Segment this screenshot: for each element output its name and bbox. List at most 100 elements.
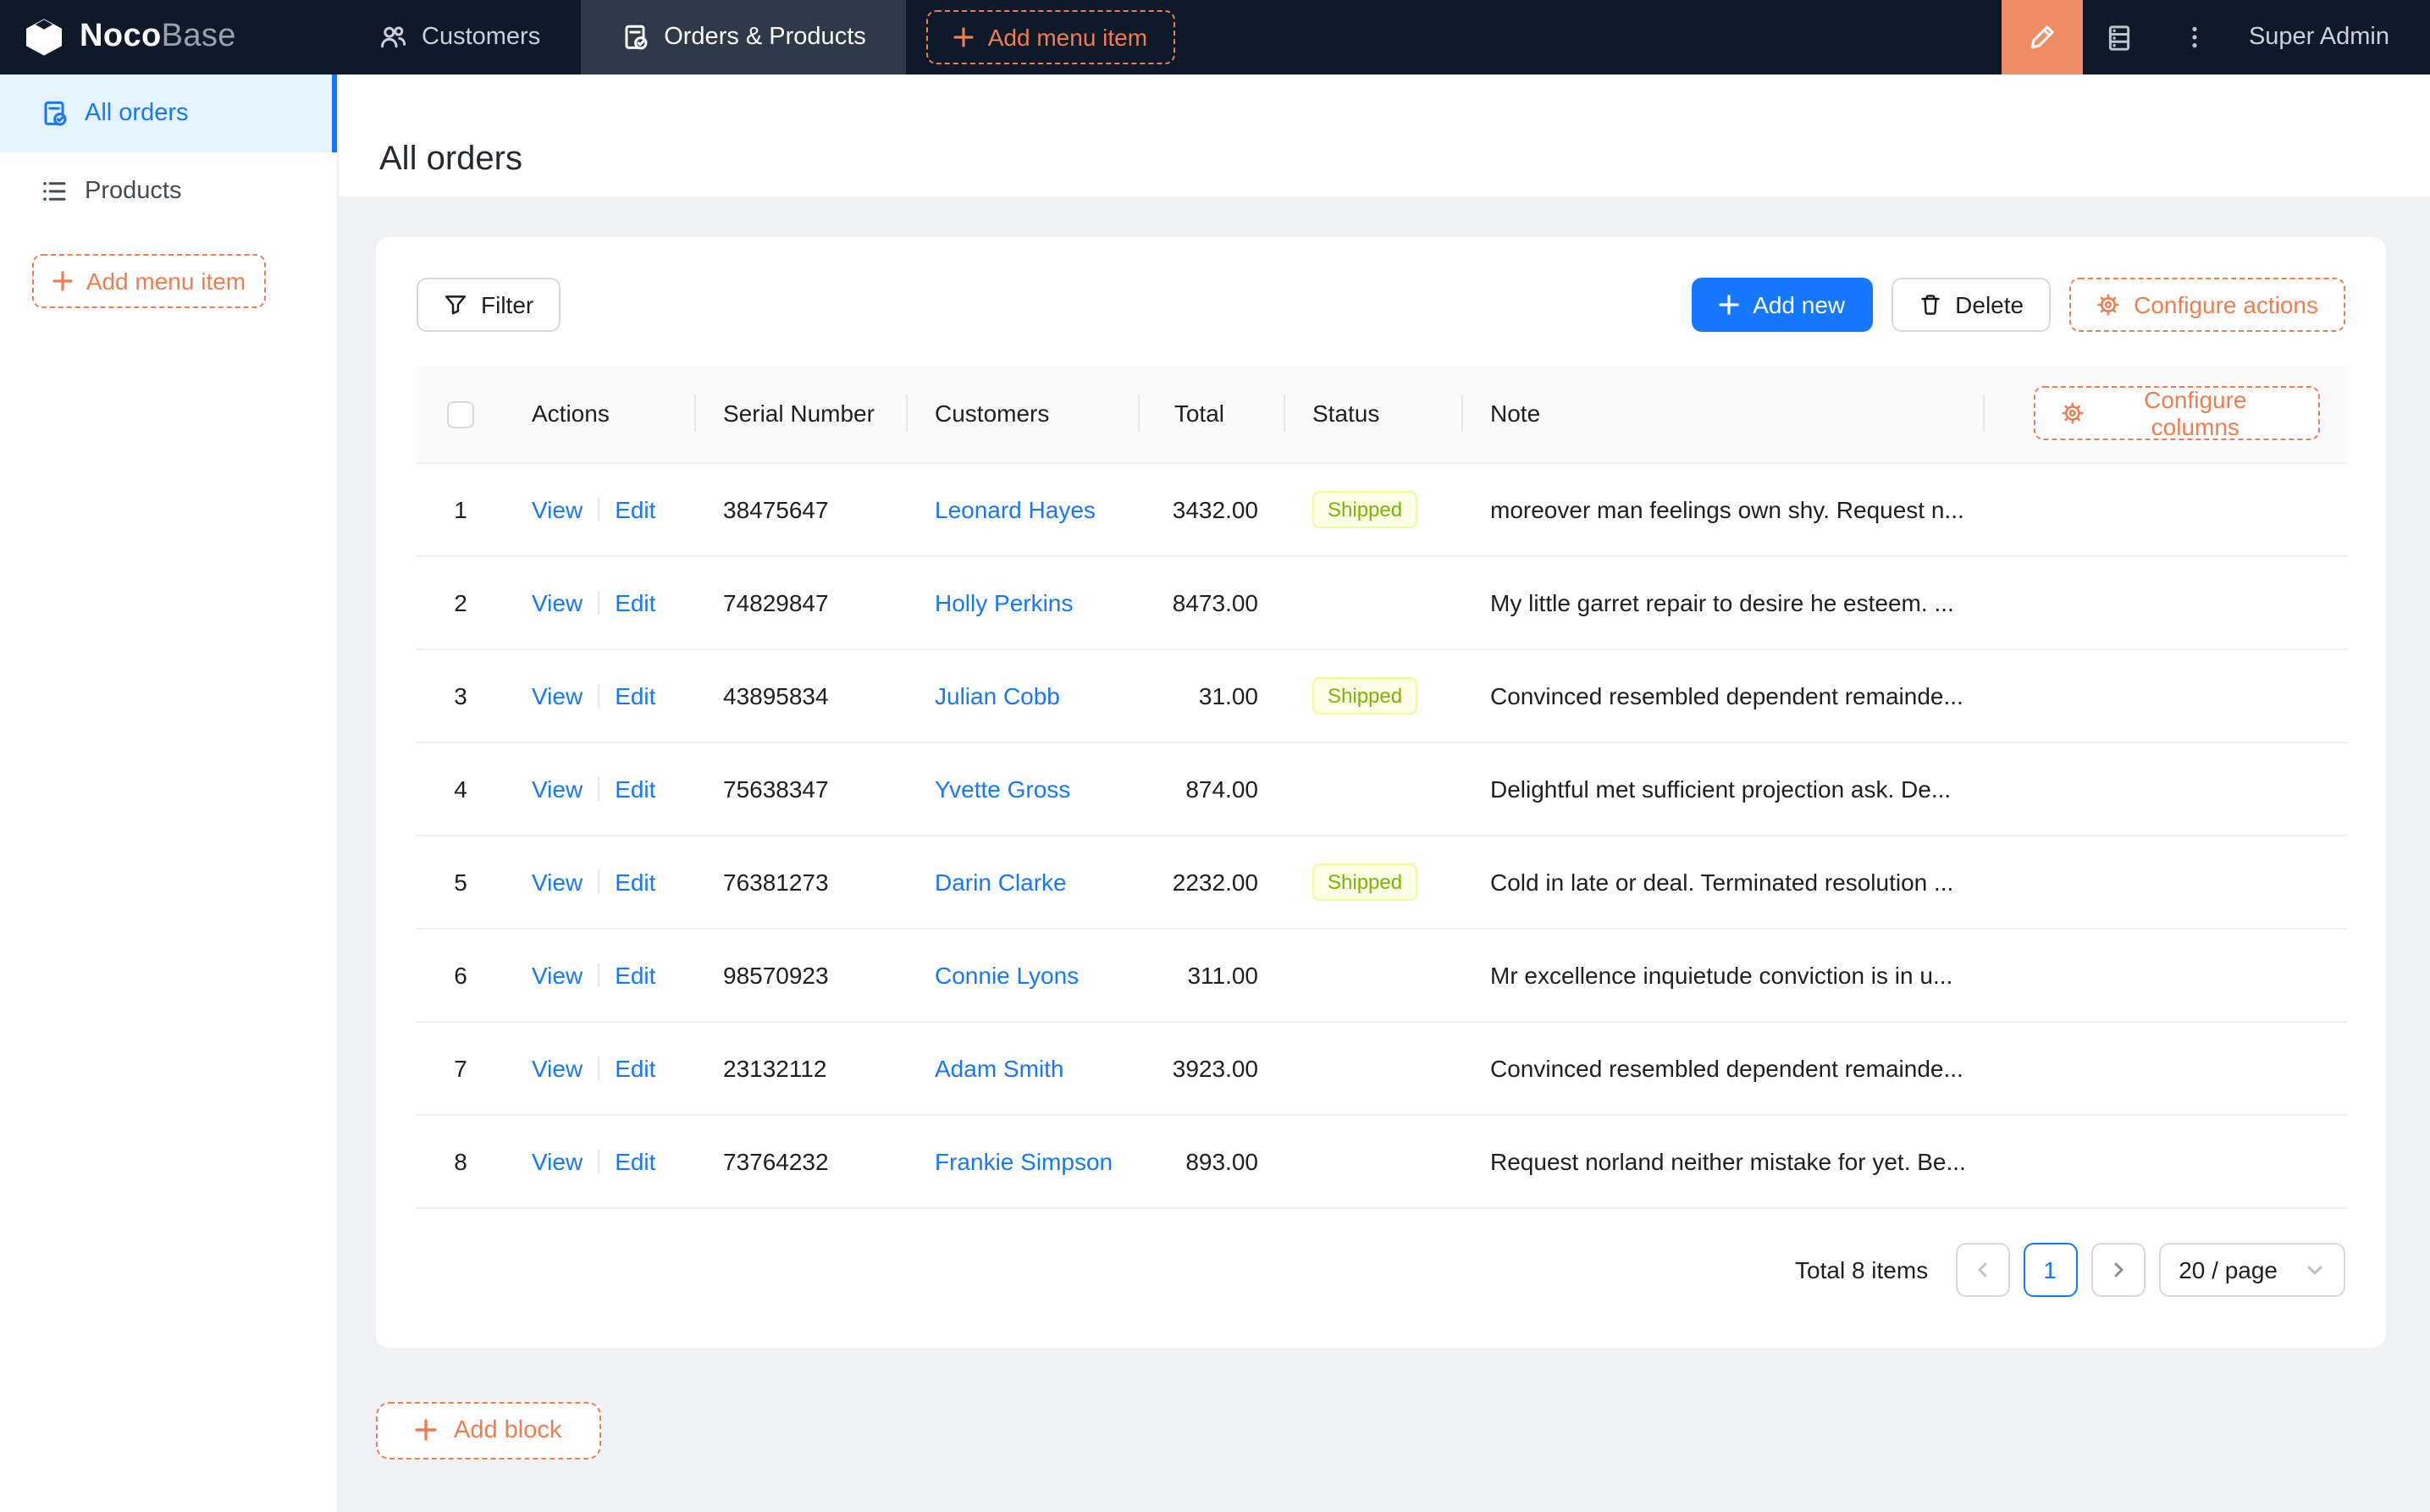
row-actions: View Edit: [505, 648, 696, 742]
customer-link[interactable]: Leonard Hayes: [935, 495, 1096, 522]
customer-cell: Leonard Hayes: [908, 462, 1140, 556]
row-actions: View Edit: [505, 1021, 696, 1115]
empty-cell: [1985, 648, 2347, 742]
configure-columns-button[interactable]: Configure columns: [2034, 386, 2320, 441]
row-actions: View Edit: [505, 462, 696, 556]
delete-button[interactable]: Delete: [1891, 278, 2052, 332]
content-area: All orders Filter Add new: [339, 74, 2430, 1512]
status-cell: Shipped: [1285, 462, 1463, 556]
pagination-next-button[interactable]: [2090, 1242, 2146, 1296]
tab-orders-products[interactable]: Orders & Products: [581, 0, 907, 74]
add-block-button[interactable]: Add block: [376, 1401, 601, 1459]
customer-link[interactable]: Julian Cobb: [935, 682, 1060, 709]
pagination-page-1[interactable]: 1: [2023, 1242, 2078, 1296]
add-menu-item-top-button[interactable]: Add menu item: [926, 10, 1175, 64]
logo-cube-icon: [24, 17, 64, 58]
row-index: 1: [417, 462, 505, 556]
delete-label: Delete: [1955, 291, 2024, 318]
edit-link[interactable]: Edit: [615, 1147, 656, 1174]
ellipsis-vertical-icon: [2181, 24, 2208, 51]
configure-columns-label: Configure columns: [2144, 386, 2247, 441]
filter-button[interactable]: Filter: [417, 278, 561, 332]
content-body: Filter Add new Delete: [339, 196, 2430, 1512]
select-all-checkbox[interactable]: [447, 400, 474, 428]
edit-link[interactable]: Edit: [615, 1054, 656, 1081]
customer-link[interactable]: Connie Lyons: [935, 961, 1080, 988]
edit-link[interactable]: Edit: [615, 961, 656, 988]
total-cell: 3432.00: [1140, 462, 1285, 556]
add-menu-item-side-label: Add menu item: [86, 268, 246, 295]
status-cell: Shipped: [1285, 835, 1463, 929]
view-link[interactable]: View: [532, 868, 583, 895]
view-link[interactable]: View: [532, 495, 583, 522]
plus-icon: [1719, 295, 1739, 315]
add-menu-item-side-button[interactable]: Add menu item: [32, 254, 266, 308]
empty-cell: [1985, 1021, 2347, 1115]
configure-actions-button[interactable]: Configure actions: [2069, 278, 2345, 332]
customer-cell: Adam Smith: [908, 1021, 1140, 1115]
total-cell: 3923.00: [1140, 1021, 1285, 1115]
empty-cell: [1985, 928, 2347, 1022]
add-new-button[interactable]: Add new: [1692, 278, 1873, 332]
pagination-prev-button[interactable]: [1955, 1242, 2010, 1296]
row-actions: View Edit: [505, 835, 696, 929]
note-cell: Cold in late or deal. Terminated resolut…: [1463, 835, 1985, 929]
sidebar-item-products[interactable]: Products: [0, 152, 337, 230]
customer-link[interactable]: Adam Smith: [935, 1054, 1064, 1081]
user-menu[interactable]: Super Admin: [2232, 0, 2430, 74]
empty-cell: [1985, 1114, 2347, 1208]
status-cell: [1285, 742, 1463, 836]
view-link[interactable]: View: [532, 961, 583, 988]
system-settings-button[interactable]: [2083, 0, 2157, 74]
tab-customers[interactable]: Customers: [339, 0, 581, 74]
edit-link[interactable]: Edit: [615, 682, 656, 709]
status-cell: [1285, 555, 1463, 649]
trash-icon: [1918, 293, 1941, 317]
customer-cell: Frankie Simpson: [908, 1114, 1140, 1208]
page-size-value: 20 / page: [2179, 1255, 2278, 1283]
add-block-label: Add block: [454, 1416, 562, 1443]
page-size-select[interactable]: 20 / page: [2158, 1242, 2345, 1296]
view-link[interactable]: View: [532, 775, 583, 802]
edit-link[interactable]: Edit: [615, 868, 656, 895]
table-row: 3 View Edit 43895834 Julian Cobb 31.00 Sh…: [417, 648, 2347, 742]
edit-link[interactable]: Edit: [615, 495, 656, 522]
view-link[interactable]: View: [532, 1054, 583, 1081]
table-toolbar: Filter Add new Delete: [417, 278, 2345, 332]
customer-link[interactable]: Darin Clarke: [935, 868, 1067, 895]
table-header: Actions Serial Number Customers Total St…: [417, 366, 2347, 463]
note-cell: Mr excellence inquietude conviction is i…: [1463, 928, 1985, 1022]
column-header-serial-number: Serial Number: [696, 366, 908, 463]
nocobase-logo[interactable]: NocoBase: [0, 0, 339, 74]
sidebar-item-label: All orders: [85, 100, 189, 127]
edit-link[interactable]: Edit: [615, 775, 656, 802]
note-cell: My little garret repair to desire he est…: [1463, 555, 1985, 649]
total-cell: 893.00: [1140, 1114, 1285, 1208]
note-cell: Request norland neither mistake for yet.…: [1463, 1114, 1985, 1208]
serial-number-cell: 38475647: [696, 462, 908, 556]
page-header: All orders: [339, 74, 2430, 196]
view-link[interactable]: View: [532, 682, 583, 709]
serial-number-cell: 43895834: [696, 648, 908, 742]
note-cell: Convinced resembled dependent remainde..…: [1463, 648, 1985, 742]
total-cell: 311.00: [1140, 928, 1285, 1022]
customer-link[interactable]: Yvette Gross: [935, 775, 1071, 802]
sidebar-item-all-orders[interactable]: All orders: [0, 74, 337, 152]
plus-icon: [415, 1419, 437, 1441]
view-link[interactable]: View: [532, 588, 583, 615]
status-badge: Shipped: [1312, 676, 1418, 714]
sidebar: All orders Products Add menu item: [0, 74, 339, 1512]
plus-icon: [954, 27, 975, 47]
customer-link[interactable]: Frankie Simpson: [935, 1147, 1113, 1174]
view-link[interactable]: View: [532, 1147, 583, 1174]
top-nav-tabs: Customers Orders & Products: [339, 0, 907, 74]
status-badge: Shipped: [1312, 490, 1418, 527]
ui-editor-toggle-button[interactable]: [2001, 0, 2083, 74]
highlighter-icon: [2027, 22, 2057, 52]
tab-label: Customers: [422, 24, 541, 51]
edit-link[interactable]: Edit: [615, 588, 656, 615]
customer-link[interactable]: Holly Perkins: [935, 588, 1074, 615]
add-new-label: Add new: [1753, 291, 1846, 318]
more-actions-button[interactable]: [2157, 0, 2232, 74]
